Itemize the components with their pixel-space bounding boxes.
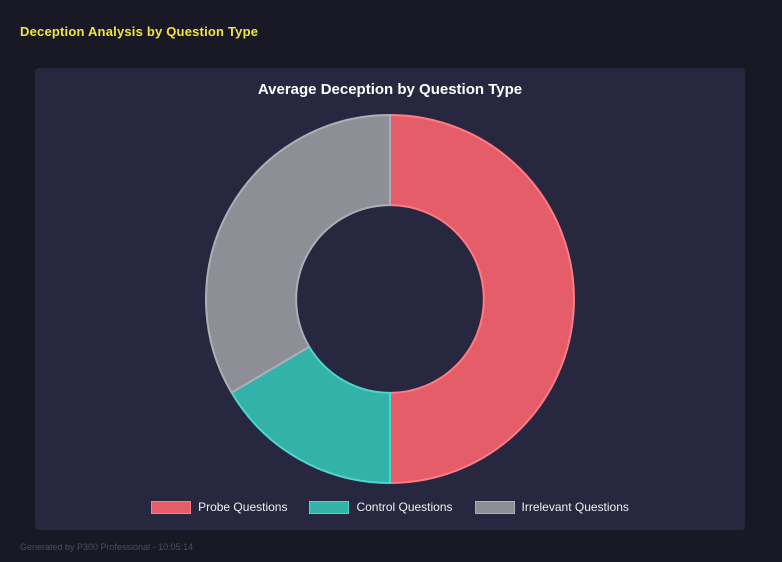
page-title: Deception Analysis by Question Type (20, 24, 259, 39)
donut-segment-0[interactable] (389, 114, 575, 484)
chart-panel: Average Deception by Question Type Probe… (35, 68, 745, 530)
chart-title: Average Deception by Question Type (257, 81, 523, 98)
legend-label-irrelevant: Irrelevant Questions (521, 500, 629, 514)
chart-legend: Probe Questions Control Questions Irrele… (151, 500, 629, 514)
donut-segment-2[interactable] (205, 114, 391, 394)
legend-swatch-irrelevant (474, 500, 515, 514)
legend-item-control[interactable]: Control Questions (309, 500, 453, 514)
legend-label-control: Control Questions (356, 500, 453, 514)
legend-item-probe[interactable]: Probe Questions (151, 500, 287, 514)
chart-area (35, 98, 745, 500)
donut-chart[interactable] (194, 103, 586, 495)
legend-label-probe: Probe Questions (198, 500, 288, 514)
footer-note: Generated by P300 Professional - 10:05:1… (20, 542, 194, 552)
legend-item-irrelevant[interactable]: Irrelevant Questions (474, 500, 629, 514)
legend-swatch-control (309, 500, 350, 514)
legend-swatch-probe (151, 500, 192, 514)
